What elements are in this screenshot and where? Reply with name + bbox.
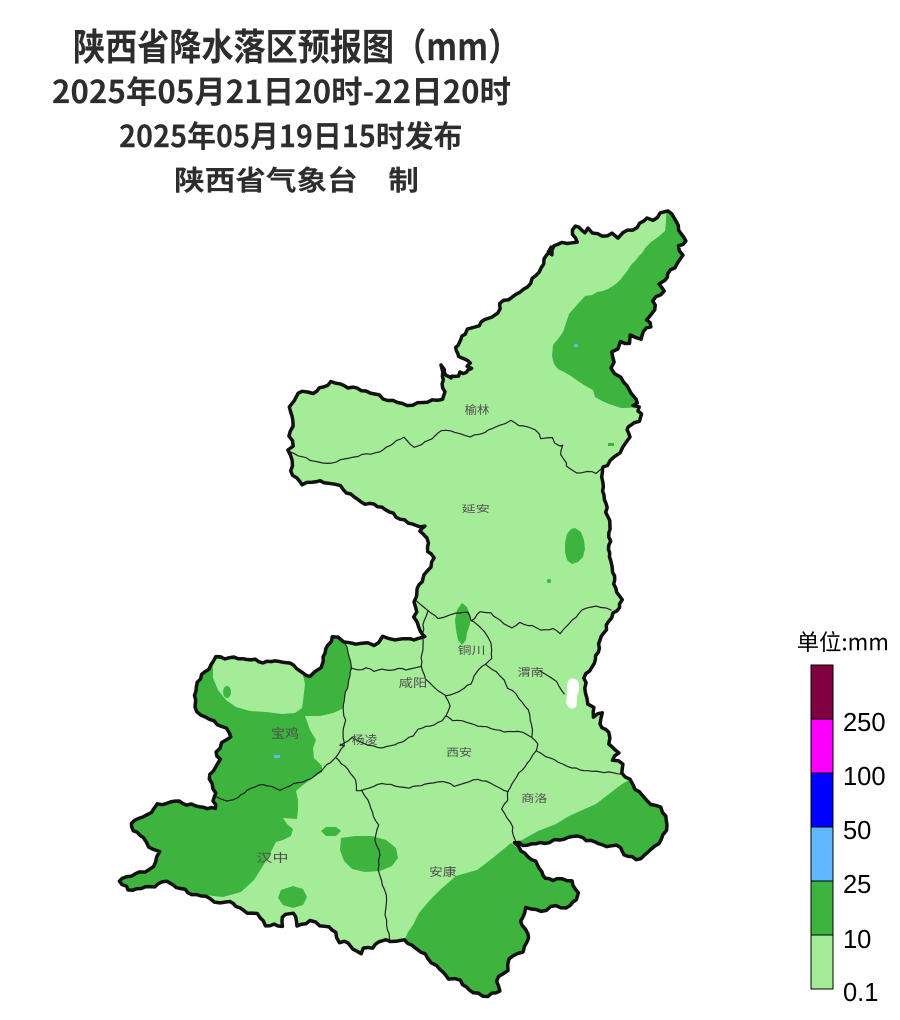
svg-text:25: 25: [843, 871, 871, 899]
svg-text:0.1: 0.1: [843, 979, 878, 1007]
svg-text:250: 250: [843, 709, 886, 737]
svg-text:100: 100: [843, 763, 886, 791]
svg-text:10: 10: [843, 926, 871, 954]
svg-text:50: 50: [843, 817, 871, 845]
